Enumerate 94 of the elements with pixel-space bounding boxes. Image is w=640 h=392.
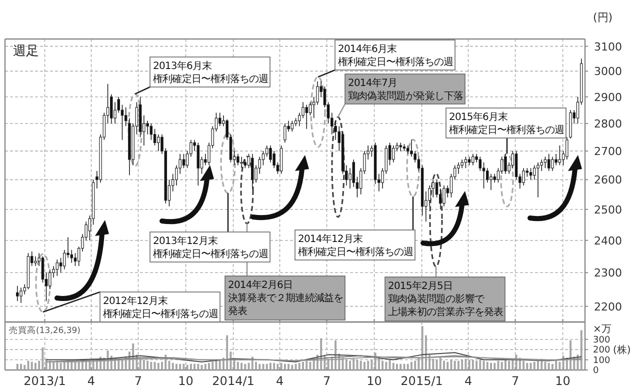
candlestick <box>490 173 492 190</box>
text: 売買高(13,26,39) <box>9 325 80 336</box>
candlestick <box>280 145 283 174</box>
candlestick <box>308 102 312 116</box>
annotation: 権利確定日〜権利落ちの週 <box>153 73 269 85</box>
candlestick <box>305 104 308 130</box>
x-tick-label: 10 <box>366 374 382 388</box>
y-tick-label: 300 <box>593 335 610 346</box>
candlestick <box>544 156 547 168</box>
y-tick-label: 2800 <box>594 117 622 130</box>
y-tick-label: 100 <box>593 356 610 366</box>
y-tick-label: 2400 <box>594 234 622 248</box>
candlestick <box>20 287 22 304</box>
candlestick <box>284 123 286 144</box>
x-tick-label: 4 <box>464 374 472 388</box>
x-tick-label: 4 <box>87 374 96 388</box>
x-tick-label: 7 <box>511 374 520 388</box>
candlestick <box>551 156 554 172</box>
candlestick <box>457 162 460 174</box>
annotation: 上場来初の営業赤字を発表 <box>388 306 504 318</box>
candlestick <box>16 286 19 302</box>
y-tick-label: 2300 <box>594 266 622 280</box>
candlestick <box>290 120 294 132</box>
candlestick <box>464 156 468 168</box>
x-tick-label: 2013/1 <box>24 374 66 388</box>
annotation: 発表 <box>228 305 248 317</box>
candlestick <box>442 185 446 207</box>
x-tick-label: 10 <box>555 374 570 388</box>
y-axis-title: (円) <box>593 11 613 24</box>
annotation: 2013年6月末 <box>153 60 212 72</box>
candlestick <box>34 256 37 266</box>
annotation: 2015年6月末 <box>449 111 508 123</box>
annotation: 決算発表で２期連続減益を <box>228 292 344 304</box>
text: ×万 <box>593 324 612 335</box>
annotation: 2014年7月 <box>348 77 398 89</box>
x-tick-label: 2015/1 <box>400 374 443 388</box>
annotation: 権利確定日〜権利落ちの週 <box>103 308 219 320</box>
y-tick-label: 0 <box>593 366 599 376</box>
candlestick <box>265 145 268 158</box>
y-tick-label: 2600 <box>594 174 622 187</box>
candlestick <box>482 162 486 189</box>
chart-title: 週足 <box>13 44 39 59</box>
annotation: 2014年2月6日 <box>228 279 293 291</box>
annotation: 権利確定日〜権利落ちの週 <box>298 246 414 258</box>
annotation: 2014年6月末 <box>338 43 398 55</box>
candlestick <box>56 259 59 276</box>
y-tick-label: 2900 <box>594 90 622 104</box>
x-tick-label: 7 <box>134 374 142 388</box>
candlestick <box>182 153 186 168</box>
x-tick-label: 2014/1 <box>212 374 254 388</box>
candlestick <box>504 153 507 174</box>
candlestick <box>522 168 525 186</box>
annotation: 2014年12月末 <box>298 233 363 245</box>
annotation: 2015年2月5日 <box>388 280 453 292</box>
y-tick-label: 200 <box>593 346 610 356</box>
y-tick-label: 2500 <box>594 203 622 216</box>
y-axis-title: (株) <box>613 344 631 356</box>
candlestick <box>472 153 474 166</box>
candlestick <box>196 142 200 186</box>
candlestick <box>536 162 540 198</box>
y-tick-label: 3100 <box>594 40 622 54</box>
candlestick <box>392 145 395 163</box>
candlestick <box>157 134 160 152</box>
candlestick <box>514 150 518 180</box>
annotation: 2013年12月末 <box>153 235 218 247</box>
candlestick <box>558 145 562 166</box>
candlestick <box>529 168 532 180</box>
x-tick-label: 4 <box>276 374 284 388</box>
annotation: 権利確定日〜権利落ちの週 <box>338 56 454 68</box>
candlestick <box>547 153 550 172</box>
x-tick-label: 7 <box>322 374 331 388</box>
candlestick <box>399 142 402 152</box>
candlestick <box>251 153 254 189</box>
candlestick <box>48 268 52 290</box>
annotation: 権利確定日〜権利落ちの週 <box>449 124 565 136</box>
y-tick-label: 3000 <box>594 65 622 78</box>
candlestick <box>153 128 156 146</box>
annotation: 2012年12月末 <box>103 295 168 307</box>
candlestick <box>240 156 243 168</box>
y-tick-label: 2200 <box>594 300 622 314</box>
candlestick <box>236 153 240 166</box>
candlestick <box>478 156 482 172</box>
candlestick <box>262 150 265 166</box>
y-tick-label: 2700 <box>594 145 622 158</box>
annotation: 鶏肉偽装問題の影響で <box>388 293 486 305</box>
candlestick <box>352 159 356 188</box>
candlestick <box>41 256 44 283</box>
candlestick <box>146 120 149 135</box>
candlestick <box>110 94 113 124</box>
x-tick-label: 10 <box>178 374 194 388</box>
candlestick <box>554 153 558 166</box>
candlestick <box>218 112 222 127</box>
annotation: 鶏肉偽装問題が発覚し下落 <box>348 90 464 102</box>
annotation: 権利確定日〜権利落ちの週 <box>153 248 269 260</box>
